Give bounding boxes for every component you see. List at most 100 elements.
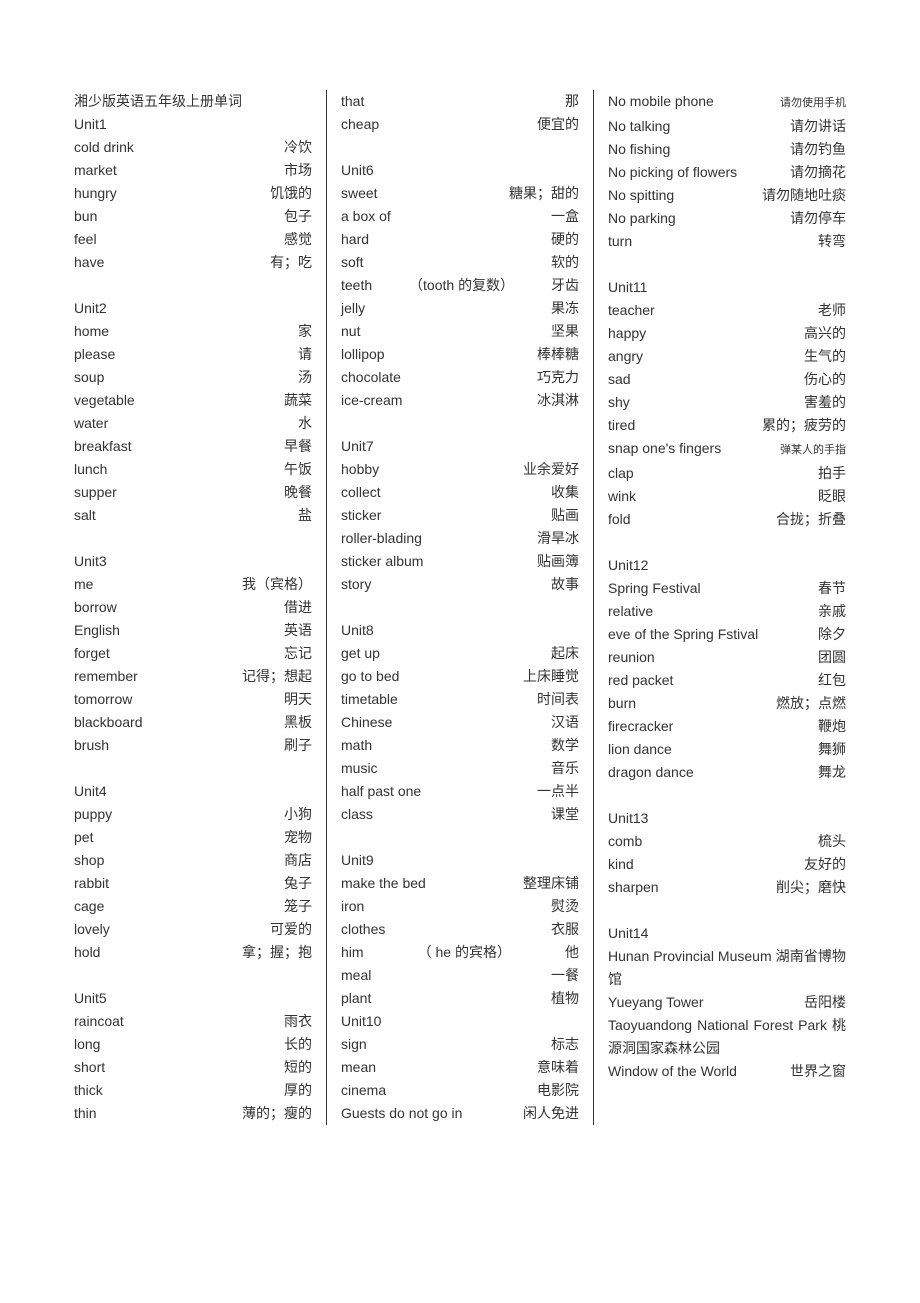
vocab-zh: 英语 [284, 619, 312, 642]
vocab-zh: 团圆 [818, 646, 846, 669]
blank-line [608, 531, 846, 554]
vocab-row: No spitting 请勿随地吐痰 [608, 184, 846, 207]
vocab-en: nut [341, 320, 360, 343]
unit-heading: Unit14 [608, 922, 846, 945]
vocab-row: have有；吃 [74, 251, 312, 274]
vocab-en: that [341, 90, 364, 113]
vocab-en: chocolate [341, 366, 401, 389]
vocab-zh: 岳阳楼 [804, 991, 846, 1014]
vocab-en: kind [608, 853, 634, 876]
vocab-en: No spitting [608, 184, 674, 207]
vocab-row: kind友好的 [608, 853, 846, 876]
vocab-zh: 春节 [818, 577, 846, 600]
vocab-zh: 忘记 [284, 642, 312, 665]
vocab-row: Window of the World世界之窗 [608, 1060, 846, 1083]
vocab-zh: 短的 [284, 1056, 312, 1079]
blank-line [341, 412, 579, 435]
vocab-row: Guests do not go in闲人免进 [341, 1102, 579, 1125]
vocab-en: reunion [608, 646, 655, 669]
vocab-en: supper [74, 481, 117, 504]
vocab-en: salt [74, 504, 96, 527]
vocab-en: puppy [74, 803, 112, 826]
vocab-zh: 我（宾格） [242, 573, 312, 596]
vocab-en: vegetable [74, 389, 135, 412]
vocab-row: make the bed整理床铺 [341, 872, 579, 895]
vocab-row: hold拿；握；抱 [74, 941, 312, 964]
vocab-row: bun包子 [74, 205, 312, 228]
vocab-en: sticker [341, 504, 381, 527]
vocab-zh: 削尖；磨快 [776, 876, 846, 899]
vocab-row: mean意味着 [341, 1056, 579, 1079]
vocab-zh: 植物 [551, 987, 579, 1010]
column-3: No mobile phone请勿使用手机No talking请勿讲话No fi… [594, 90, 860, 1125]
blank-line [608, 253, 846, 276]
vocab-zh: 明天 [284, 688, 312, 711]
vocab-row: wink眨眼 [608, 485, 846, 508]
vocab-row: collect收集 [341, 481, 579, 504]
vocab-zh: 转弯 [818, 230, 846, 253]
vocab-en: cold drink [74, 136, 134, 159]
vocab-row: long长的 [74, 1033, 312, 1056]
vocab-en: sweet [341, 182, 378, 205]
vocab-zh: 请 [298, 343, 312, 366]
vocab-en: tomorrow [74, 688, 132, 711]
vocab-en: jelly [341, 297, 365, 320]
vocab-en: lion dance [608, 738, 672, 761]
vocab-row: lovely可爱的 [74, 918, 312, 941]
vocab-row: eve of the Spring Fstival除夕 [608, 623, 846, 646]
vocab-en: please [74, 343, 115, 366]
vocab-en: remember [74, 665, 138, 688]
vocab-en: eve of the Spring Fstival [608, 623, 758, 646]
vocab-row: please 请 [74, 343, 312, 366]
unit-heading: Unit11 [608, 276, 846, 299]
vocab-zh: 生气的 [804, 345, 846, 368]
vocab-zh: 薄的；瘦的 [242, 1102, 312, 1125]
vocab-row: tired累的；疲劳的 [608, 414, 846, 437]
vocab-zh: 故事 [551, 573, 579, 596]
unit-heading: Unit5 [74, 987, 312, 1010]
vocab-en: iron [341, 895, 364, 918]
vocab-row: jelly 果冻 [341, 297, 579, 320]
vocab-row: No fishing请勿钓鱼 [608, 138, 846, 161]
vocab-zh: 亲戚 [818, 600, 846, 623]
vocab-row: No picking of flowers请勿摘花 [608, 161, 846, 184]
vocab-en: lunch [74, 458, 107, 481]
vocab-zh: 意味着 [537, 1056, 579, 1079]
vocab-row: soft软的 [341, 251, 579, 274]
vocab-row: tomorrow 明天 [74, 688, 312, 711]
vocab-row: forget忘记 [74, 642, 312, 665]
vocab-en: soft [341, 251, 364, 274]
vocab-row: Yueyang Tower岳阳楼 [608, 991, 846, 1014]
vocab-row: happy高兴的 [608, 322, 846, 345]
vocab-row: hobby业余爱好 [341, 458, 579, 481]
vocab-en: feel [74, 228, 97, 251]
vocab-en: bun [74, 205, 97, 228]
vocab-row: No parking请勿停车 [608, 207, 846, 230]
vocab-row: sticker album贴画簿 [341, 550, 579, 573]
vocab-row: cinema电影院 [341, 1079, 579, 1102]
vocab-zh: 请勿随地吐痰 [762, 184, 846, 207]
vocab-zh: 果冻 [551, 297, 579, 320]
vocab-en: blackboard [74, 711, 143, 734]
vocab-row: sharpen削尖；磨快 [608, 876, 846, 899]
vocab-row: fold合拢；折叠 [608, 508, 846, 531]
vocab-en: timetable [341, 688, 398, 711]
blank-line [341, 826, 579, 849]
vocab-en: cage [74, 895, 104, 918]
page: 湘少版英语五年级上册单词Unit1cold drink冷饮market市场hun… [0, 0, 920, 1165]
vocab-row: short短的 [74, 1056, 312, 1079]
unit-heading: Unit2 [74, 297, 312, 320]
vocab-en: clap [608, 462, 634, 485]
vocab-en: happy [608, 322, 646, 345]
vocab-en: soup [74, 366, 104, 389]
vocab-zh: 宠物 [284, 826, 312, 849]
vocab-en: wink [608, 485, 636, 508]
vocab-row: lunch午饭 [74, 458, 312, 481]
unit-heading: Unit10 [341, 1010, 579, 1033]
vocab-zh: 一盒 [551, 205, 579, 228]
vocab-zh: 棒棒糖 [537, 343, 579, 366]
vocab-en: sad [608, 368, 631, 391]
vocab-en: teacher [608, 299, 655, 322]
vocab-en: dragon dance [608, 761, 694, 784]
vocab-en: shop [74, 849, 104, 872]
